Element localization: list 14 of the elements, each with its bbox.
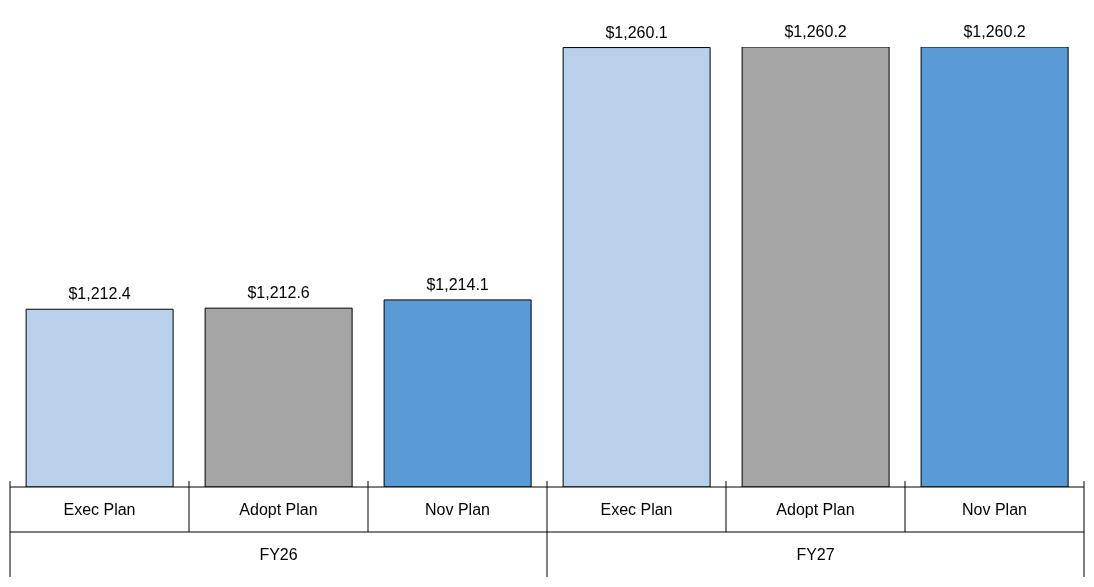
data-label: $1,212.4 — [68, 285, 131, 303]
x-tick-label: Adopt Plan — [776, 501, 855, 518]
data-label: $1,260.2 — [784, 23, 847, 40]
data-label: $1,260.1 — [605, 23, 668, 41]
text: FY26 — [259, 546, 298, 563]
x-tick-label: Exec Plan — [63, 501, 136, 518]
x-tick-label: Nov Plan — [962, 501, 1027, 518]
data-label: $1,214.1 — [426, 275, 489, 293]
x-tick-label: Exec Plan — [600, 501, 673, 518]
data-label: $1,212.6 — [247, 284, 310, 302]
data-label: $1,260.2 — [963, 23, 1026, 40]
text: FY27 — [796, 546, 835, 563]
x-tick-label: Adopt Plan — [239, 501, 318, 518]
x-tick-label: Nov Plan — [425, 501, 490, 518]
